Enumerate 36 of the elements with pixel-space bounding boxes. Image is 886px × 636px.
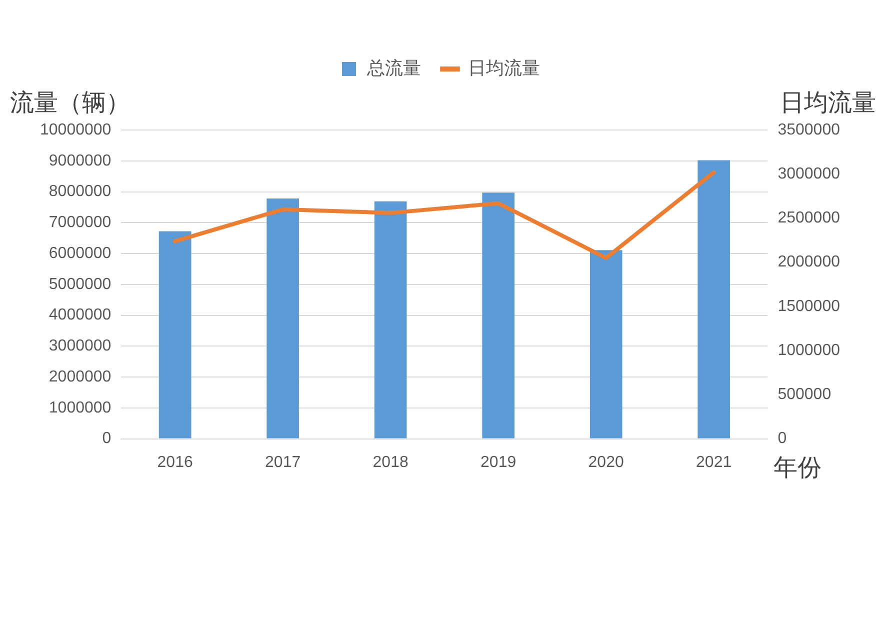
x-tick-label: 2020 xyxy=(588,454,624,471)
y2-tick-label: 1500000 xyxy=(778,298,840,315)
x-axis-title: 年份 xyxy=(774,454,822,482)
y2-tick-label: 1000000 xyxy=(778,342,840,359)
bar xyxy=(590,250,622,438)
y-tick-label: 4000000 xyxy=(48,306,112,324)
y2-tick-label: 2500000 xyxy=(778,210,840,227)
y-tick-label: 3000000 xyxy=(48,338,112,355)
x-tick-label: 2017 xyxy=(265,454,301,471)
y2-tick-label: 2000000 xyxy=(778,254,840,271)
x-tick-label: 2018 xyxy=(372,454,408,471)
legend-label: 总流量 xyxy=(366,58,421,78)
y-tick-label: 8000000 xyxy=(48,183,112,200)
y-tick-label: 6000000 xyxy=(48,244,112,262)
y2-tick-label: 3000000 xyxy=(778,166,840,183)
bar xyxy=(698,160,730,438)
y2-tick-label: 3500000 xyxy=(778,121,840,138)
bar xyxy=(266,198,299,438)
y2-axis-title: 日均流量 xyxy=(780,90,876,117)
y-axis-title: 流量（辆） xyxy=(10,90,130,117)
y-tick-label: 10000000 xyxy=(40,121,112,138)
y-tick-label: 0 xyxy=(102,430,112,448)
bar xyxy=(374,201,407,438)
x-tick-label: 2019 xyxy=(480,454,516,471)
y-tick-label: 2000000 xyxy=(48,368,112,386)
bar xyxy=(482,192,514,438)
y2-tick-label: 500000 xyxy=(778,386,832,404)
y-tick-label: 5000000 xyxy=(48,276,112,293)
y-tick-label: 1000000 xyxy=(48,399,112,416)
y-tick-label: 9000000 xyxy=(48,152,112,170)
y2-tick-label: 0 xyxy=(778,430,787,448)
x-tick-label: 2016 xyxy=(157,454,193,471)
legend-label: 日均流量 xyxy=(468,58,540,78)
x-tick-label: 2021 xyxy=(696,454,732,471)
bar xyxy=(158,231,192,438)
y-tick-label: 7000000 xyxy=(48,214,112,232)
